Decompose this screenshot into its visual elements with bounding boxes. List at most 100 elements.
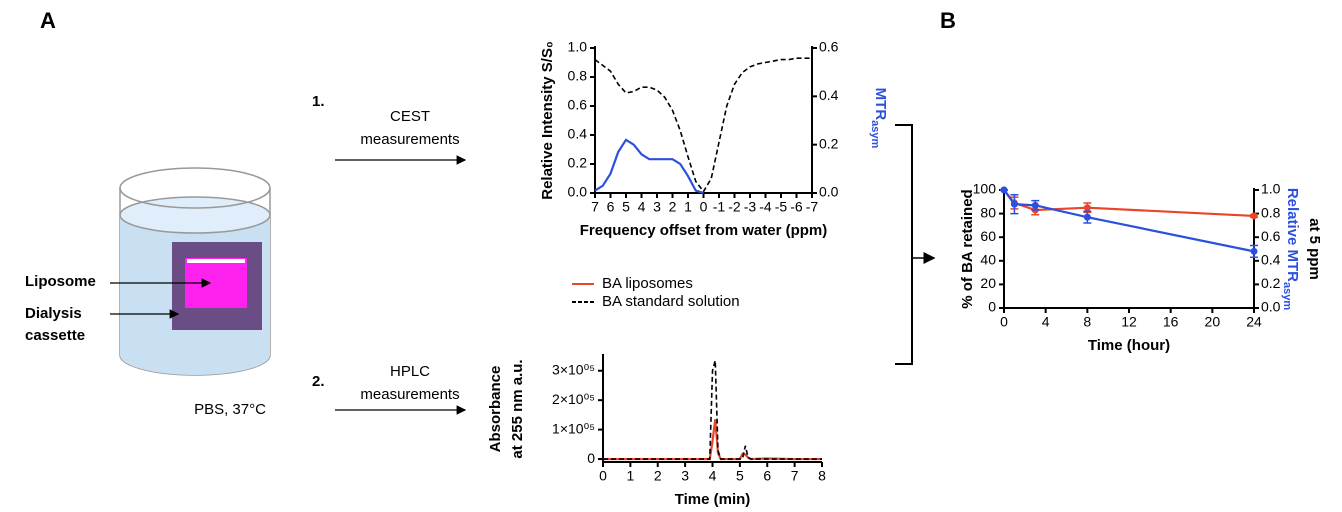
x-tick-label: 0 — [599, 468, 607, 484]
y-tick-label: 80 — [980, 204, 996, 220]
x-tick-label: -2 — [728, 199, 741, 215]
y-tick-label: 0.8 — [568, 68, 588, 84]
label: Liposome — [25, 273, 96, 290]
x-tick-label: 5 — [736, 468, 744, 484]
x-tick-label: 8 — [818, 468, 826, 484]
x-tick-label: 0 — [700, 199, 708, 215]
series-line — [603, 419, 822, 461]
x-tick-label: 0 — [1000, 314, 1008, 330]
y2-axis-title-text: MTR — [872, 88, 889, 121]
x-tick-label: 24 — [1246, 314, 1262, 330]
x-axis-title: Time (min) — [675, 491, 751, 508]
y2-axis-title: Relative MTRasym — [1281, 188, 1301, 311]
step-number: 2. — [312, 373, 325, 390]
x-tick-label: -5 — [775, 199, 788, 215]
x-tick-label: -7 — [806, 199, 819, 215]
x-tick-label: 6 — [763, 468, 771, 484]
y2-tick-label: 0.4 — [819, 87, 839, 103]
y2-tick-label: 0.0 — [819, 184, 839, 200]
x-tick-label: 8 — [1083, 314, 1091, 330]
x-tick-label: -1 — [713, 199, 726, 215]
y2-tick-label: 0.6 — [819, 39, 839, 55]
y-tick-label: 60 — [980, 228, 996, 244]
y-tick-label: 3×10⁰⁵ — [552, 361, 595, 377]
point — [1000, 186, 1008, 194]
y-tick-label: 0 — [988, 299, 996, 315]
y2-axis-title-sub: asym — [1281, 282, 1293, 310]
y2-tick-label: 0.2 — [1261, 275, 1281, 291]
series-line — [603, 360, 822, 460]
x-tick-label: -3 — [744, 199, 757, 215]
x-tick-label: -4 — [759, 199, 772, 215]
x-tick-label: 1 — [684, 199, 692, 215]
y-axis-title: Absorbance — [487, 366, 504, 453]
y2-tick-label: 1.0 — [1261, 181, 1281, 197]
y-tick-label: 0.6 — [568, 97, 588, 113]
x-tick-label: 7 — [591, 199, 599, 215]
label: Dialysis — [25, 305, 82, 322]
y2-axis-title: MTRasym — [869, 88, 889, 149]
legend-label: BA liposomes — [602, 275, 693, 292]
series-line — [1003, 189, 1255, 218]
y-tick-label: 1×10⁰⁵ — [552, 420, 595, 436]
point — [1250, 247, 1258, 255]
x-tick-label: 2 — [654, 468, 662, 484]
x-tick-label: 5 — [622, 199, 630, 215]
y-tick-label: 1.0 — [568, 39, 588, 55]
point — [1250, 212, 1258, 220]
x-tick-label: 7 — [791, 468, 799, 484]
y-axis-title: at 255 nm a.u. — [509, 359, 526, 458]
y-tick-label: 100 — [973, 181, 997, 197]
x-tick-label: 20 — [1205, 314, 1221, 330]
bracket — [895, 124, 913, 365]
y2-axis-title-sub: asym — [869, 120, 881, 148]
y2-tick-label: 0.4 — [1261, 252, 1281, 268]
point — [1083, 204, 1091, 212]
y2-tick-label: 0.8 — [1261, 204, 1281, 220]
x-tick-label: 12 — [1121, 314, 1137, 330]
x-axis-title: Frequency offset from water (ppm) — [580, 222, 828, 239]
label: PBS, 37°C — [194, 401, 266, 418]
point — [1031, 201, 1039, 209]
label: cassette — [25, 327, 85, 344]
x-tick-label: 3 — [681, 468, 689, 484]
step-text: CEST — [390, 108, 430, 125]
x-tick-label: 1 — [626, 468, 634, 484]
y-tick-label: 0.0 — [568, 184, 588, 200]
y-axis-title: Relative Intensity S/S₀ — [539, 41, 556, 199]
y2-axis-title-text: Relative MTR — [1284, 188, 1301, 282]
x-tick-label: 2 — [669, 199, 677, 215]
step-text: measurements — [360, 131, 459, 148]
x-tick-label: 4 — [638, 199, 646, 215]
beaker — [110, 167, 271, 376]
y2-tick-label: 0.6 — [1261, 228, 1281, 244]
x-tick-label: 6 — [607, 199, 615, 215]
series-line — [594, 57, 812, 193]
y2-axis-title: at 5 ppm — [1306, 218, 1323, 280]
x-axis-title: Time (hour) — [1088, 337, 1170, 354]
y-tick-label: 0 — [587, 450, 595, 466]
point — [1083, 213, 1091, 221]
y-tick-label: 0.2 — [568, 155, 588, 171]
y-tick-label: 2×10⁰⁵ — [552, 391, 595, 407]
x-tick-label: -6 — [790, 199, 803, 215]
y-tick-label: 0.4 — [568, 126, 588, 142]
x-tick-label: 3 — [653, 199, 661, 215]
y-axis-title: % of BA retained — [959, 189, 976, 308]
y2-tick-label: 0.0 — [1261, 299, 1281, 315]
x-tick-label: 4 — [709, 468, 717, 484]
step-text: measurements — [360, 386, 459, 403]
panel-label: A — [40, 8, 56, 33]
legend-label: BA standard solution — [602, 293, 740, 310]
x-tick-label: 4 — [1042, 314, 1050, 330]
step-text: HPLC — [390, 363, 430, 380]
y-tick-label: 20 — [980, 275, 996, 291]
series-line — [594, 138, 704, 195]
y-tick-label: 40 — [980, 252, 996, 268]
panel-label: B — [940, 8, 956, 33]
y2-tick-label: 0.2 — [819, 135, 839, 151]
step-number: 1. — [312, 93, 325, 110]
x-tick-label: 16 — [1163, 314, 1179, 330]
point — [1010, 200, 1018, 208]
